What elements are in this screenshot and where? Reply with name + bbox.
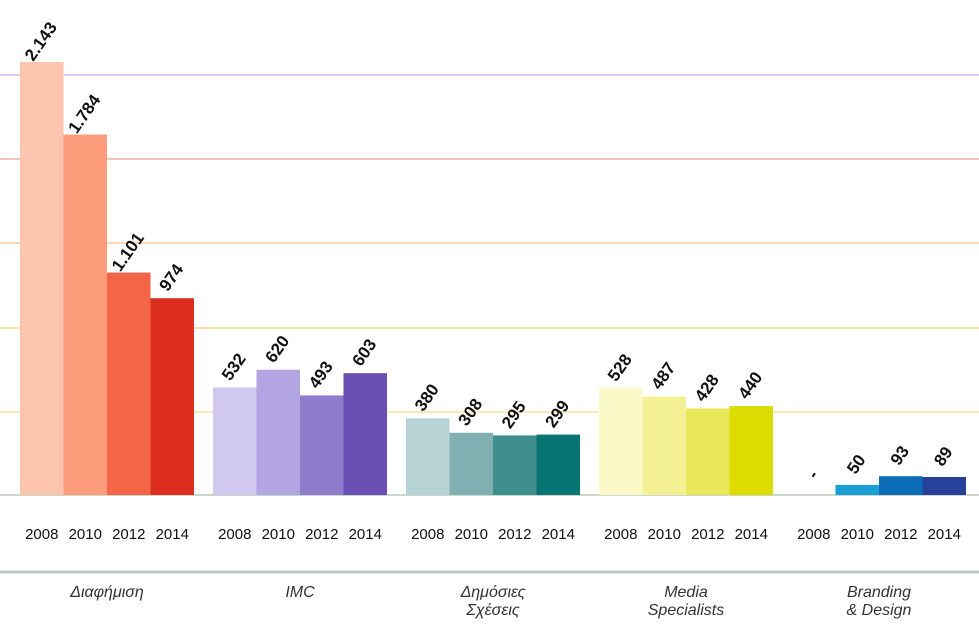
x-tick-label: 2012: [305, 526, 338, 543]
x-tick-label: 2010: [455, 526, 488, 543]
value-label: 50: [843, 451, 869, 477]
value-label: 620: [261, 332, 293, 366]
value-label: 380: [411, 381, 443, 415]
value-label: 89: [930, 443, 956, 469]
bar: [406, 418, 450, 495]
bar: [107, 272, 151, 495]
bar: [879, 476, 923, 495]
x-tick-label: 2010: [841, 526, 874, 543]
x-tick-label: 2012: [884, 526, 917, 543]
x-tick-label: 2014: [542, 526, 575, 543]
x-tick-label: 2008: [218, 526, 251, 543]
value-label: 1.784: [64, 91, 104, 137]
bar: [686, 408, 730, 495]
value-label: 295: [498, 398, 530, 432]
value-label: 1.101: [108, 229, 148, 275]
value-label: 440: [734, 368, 766, 402]
bar: [63, 134, 107, 495]
x-tick-label: 2008: [25, 526, 58, 543]
value-label: -: [804, 467, 823, 483]
bar: [922, 477, 966, 495]
group-label: Specialists: [648, 602, 724, 619]
value-label: 308: [454, 395, 486, 429]
bar: [150, 298, 194, 495]
x-tick-label: 2010: [262, 526, 295, 543]
value-label: 299: [541, 397, 573, 431]
value-label: 532: [218, 350, 250, 384]
x-tick-label: 2014: [928, 526, 961, 543]
bar: [536, 434, 580, 495]
value-label: 428: [691, 371, 723, 405]
value-label: 603: [348, 336, 380, 370]
bar: [300, 395, 344, 495]
x-tick-label: 2008: [797, 526, 830, 543]
bar: [599, 388, 643, 495]
value-label: 493: [305, 358, 337, 392]
bar: [343, 373, 387, 495]
x-tick-label: 2008: [604, 526, 637, 543]
value-label: 487: [647, 359, 679, 393]
x-tick-label: 2014: [156, 526, 189, 543]
x-tick-label: 2012: [691, 526, 724, 543]
group-label: Σχέσεις: [465, 602, 520, 619]
group-label: Δημόσιες: [460, 584, 526, 601]
group-label: Branding: [847, 584, 911, 601]
x-tick-label: 2012: [498, 526, 531, 543]
x-tick-label: 2008: [411, 526, 444, 543]
bar: [20, 62, 64, 496]
group-label: Media: [664, 584, 708, 601]
x-tick-label: 2014: [735, 526, 768, 543]
bar: [256, 369, 300, 495]
x-tick-label: 2010: [648, 526, 681, 543]
bar: [493, 435, 537, 495]
value-label: 2.143: [21, 19, 61, 65]
group-label: IMC: [285, 584, 315, 601]
bar: [642, 396, 686, 495]
value-label: 528: [604, 351, 636, 385]
group-label: & Design: [847, 602, 912, 619]
group-label: Διαφήμιση: [69, 584, 144, 601]
x-tick-label: 2010: [69, 526, 102, 543]
x-tick-label: 2012: [112, 526, 145, 543]
value-label: 93: [887, 442, 913, 468]
x-tick-label: 2014: [349, 526, 382, 543]
bar: [213, 387, 257, 495]
bar: [449, 432, 493, 495]
bar: [835, 484, 879, 495]
value-label: 974: [155, 260, 187, 295]
bar: [729, 406, 773, 495]
